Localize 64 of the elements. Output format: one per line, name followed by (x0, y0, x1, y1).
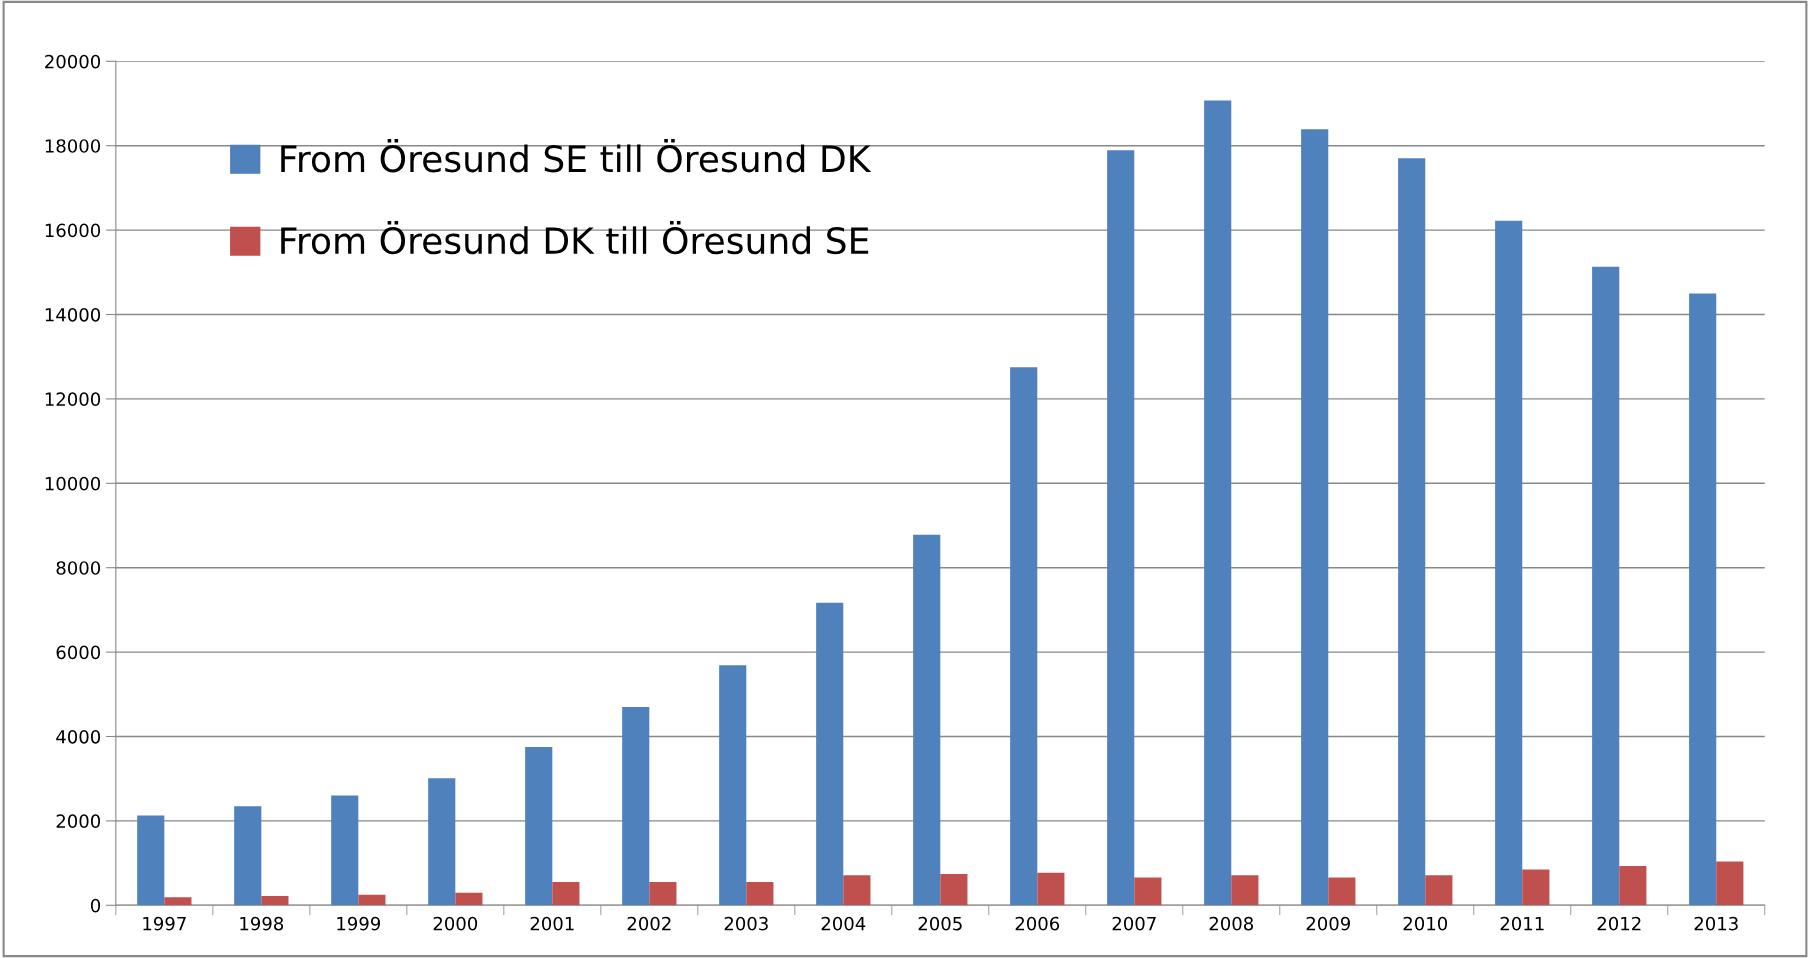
bar (1107, 150, 1135, 906)
bar (1495, 220, 1523, 906)
y-tick-label: 16000 (45, 223, 101, 238)
bar (1425, 875, 1453, 906)
y-tick-label: 14000 (45, 307, 101, 322)
x-tick-label: 2002 (627, 916, 671, 931)
y-tick-label: 4000 (56, 729, 101, 744)
bar (1398, 158, 1426, 906)
bar (261, 896, 289, 906)
bar (940, 874, 968, 906)
bar (746, 882, 774, 906)
x-tick-label: 2004 (821, 916, 866, 931)
x-tick-label: 2013 (1694, 916, 1738, 931)
bar (1204, 100, 1232, 906)
x-tick-label: 2010 (1403, 916, 1448, 931)
bar (649, 882, 677, 906)
bar (1592, 266, 1620, 906)
bar (719, 665, 747, 906)
y-tick-label: 20000 (45, 54, 101, 69)
y-tick-label: 18000 (45, 139, 101, 153)
bar (622, 706, 650, 906)
bar (1134, 877, 1162, 906)
bar (1716, 861, 1744, 906)
bar (234, 806, 262, 906)
bar (552, 882, 580, 906)
x-tick-label: 1997 (143, 916, 186, 931)
x-tick-label: 2007 (1112, 916, 1156, 931)
bar (913, 534, 941, 906)
x-tick-label: 2003 (724, 916, 768, 931)
legend-label: From Öresund SE till Öresund DK (281, 139, 872, 173)
y-tick-label: 12000 (45, 392, 101, 407)
y-tick-label: 8000 (56, 561, 101, 575)
bar (843, 875, 871, 906)
y-tick-label: 0 (90, 898, 101, 913)
y-tick-label: 6000 (56, 645, 101, 660)
bar (1301, 129, 1329, 906)
x-tick-label: 2008 (1209, 916, 1254, 931)
bar (428, 778, 456, 906)
bar (1619, 866, 1647, 906)
bar (331, 795, 359, 906)
x-tick-label: 2012 (1597, 916, 1641, 931)
bar (1522, 869, 1550, 906)
x-tick-label: 2001 (530, 916, 574, 931)
bar (525, 747, 553, 906)
y-tick-label: 10000 (45, 476, 101, 491)
x-tick-label: 2005 (918, 916, 962, 931)
bar (455, 892, 483, 906)
y-tick-label: 2000 (56, 814, 101, 829)
x-tick-label: 2006 (1015, 916, 1060, 931)
bar (358, 894, 386, 906)
x-tick-label: 1998 (240, 916, 284, 931)
x-tick-label: 2009 (1306, 916, 1350, 931)
bar (816, 602, 844, 906)
bar (1231, 875, 1259, 906)
bar (164, 897, 192, 906)
bar (137, 815, 165, 906)
bar (1689, 293, 1717, 906)
x-tick-label: 1999 (337, 916, 381, 931)
x-tick-label: 2011 (1500, 916, 1544, 931)
bar (1328, 877, 1356, 906)
bar (1010, 367, 1038, 906)
legend-label: From Öresund DK till Öresund SE (281, 220, 869, 255)
x-tick-label: 2000 (433, 916, 478, 931)
bar (1037, 872, 1065, 906)
